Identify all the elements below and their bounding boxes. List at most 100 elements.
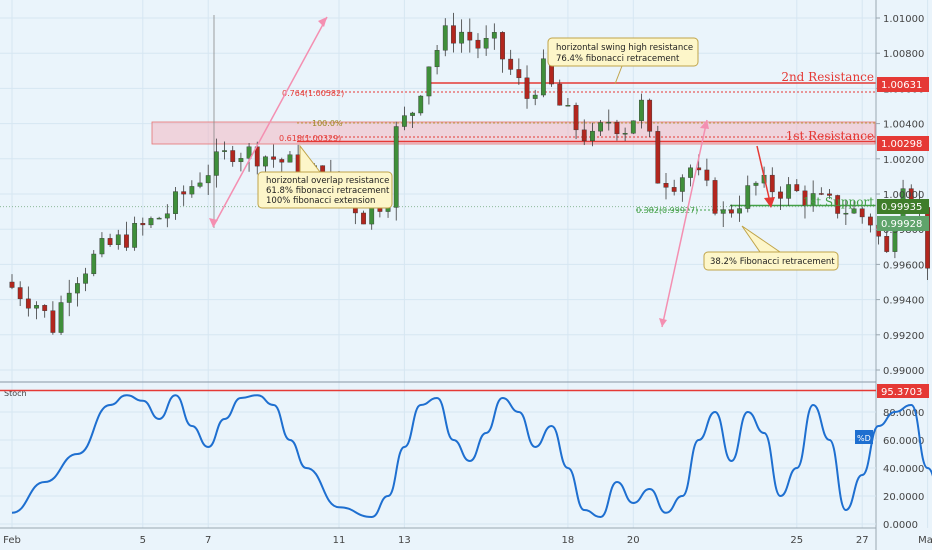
price-tick-label: 1.01000 [883, 14, 924, 25]
candle-down [107, 238, 113, 245]
stoch-tick-label: 0.0000 [883, 520, 918, 531]
candle-up [843, 212, 849, 215]
annotation-swing-high-line2: 76.4% fibonacci retracement [556, 54, 680, 64]
candle-up [222, 150, 227, 152]
stoch-axis-ticks: 80.0000 60.0000 40.0000 20.0000 0.0000 [0, 408, 924, 531]
fib-label-618: 0.618(1.00329) [279, 134, 341, 143]
stoch-level-tag-bg [877, 384, 929, 398]
candle-up [639, 99, 644, 121]
candle-down [671, 187, 677, 192]
price-tag-2nd-resistance-bg [877, 77, 929, 92]
annotation-overlap-line2: 61.8% fibonacci retracement [266, 186, 390, 196]
annotation-overlap-box [257, 171, 393, 209]
annotation-swing-high: horizontal swing high resistance 76.4% f… [547, 37, 699, 85]
price-tag-1st-support-text: 0.99935 [881, 202, 922, 213]
candle-up [263, 156, 268, 167]
candle-up [148, 218, 154, 226]
candle-down [573, 105, 579, 131]
candle-down [614, 121, 620, 135]
candle-down [279, 159, 285, 163]
candle-down [9, 281, 15, 288]
candle-up [565, 105, 571, 107]
annotation-fib382: 38.2% Fibonacci retracement [703, 225, 839, 271]
candle-up [393, 126, 399, 208]
candle-down [42, 305, 48, 311]
candle-up [91, 253, 97, 275]
candle-up [737, 208, 742, 214]
time-tick-label: 20 [627, 535, 640, 546]
candle-down [729, 209, 734, 214]
level-label-1st-support: 1st Support [802, 195, 874, 209]
candle-down [50, 310, 56, 333]
candle-down [451, 25, 456, 44]
candle-down [516, 69, 522, 79]
price-tag-current-text: 0.99928 [881, 219, 922, 230]
candle-down [467, 31, 473, 41]
candle-up [688, 167, 693, 178]
fib-swing-arrowhead-right-bottom [659, 318, 667, 327]
candle-up [598, 122, 604, 132]
candle-down [655, 131, 661, 184]
stoch-current-badge-text: %D [857, 434, 871, 443]
stoch-tick-label: 40.0000 [883, 464, 924, 475]
candle-up [173, 191, 178, 214]
candle-up [156, 217, 162, 220]
candle-down [508, 58, 514, 70]
candle-up [810, 193, 816, 206]
candle-up [205, 175, 211, 184]
price-tag-2nd-resistance-text: 1.00631 [881, 80, 922, 91]
candle-down [647, 99, 653, 132]
candle-up [66, 292, 72, 303]
candle-down [663, 183, 669, 188]
price-tick-label: 1.00000 [883, 190, 924, 201]
fib-swing-arrowhead-left-bottom [209, 218, 218, 227]
annotation-overlap: horizontal overlap resistance 61.8% fibo… [257, 144, 393, 209]
price-tag-current-bg [877, 216, 929, 231]
candle-up [34, 305, 39, 309]
level-label-2nd-resistance: 2nd Resistance [781, 70, 874, 84]
candle-up [540, 58, 546, 96]
candle-down [867, 216, 873, 226]
candle-up [83, 273, 88, 284]
candle-up [753, 182, 759, 186]
candle-up [246, 146, 252, 159]
fib-label-100: 100.0% [312, 119, 343, 128]
resistance-zone [151, 121, 876, 145]
annotation-swing-high-line1: horizontal swing high resistance [556, 43, 693, 53]
candle-down [25, 298, 31, 309]
annotation-fib382-text: 38.2% Fibonacci retracement [710, 257, 835, 267]
price-tag-2nd-resistance: 1.00631 [877, 77, 929, 92]
candle-up [720, 209, 726, 214]
annotation-fib382-box [703, 251, 839, 271]
annotation-overlap-line1: horizontal overlap resistance [266, 176, 389, 186]
time-axis-ticks: Feb57111318202527Mar57 [3, 535, 932, 546]
candle-up [238, 158, 244, 162]
candle-down [230, 150, 236, 162]
candle-down [827, 193, 832, 196]
candle-up [402, 115, 407, 127]
candle-down [557, 83, 563, 106]
candle-up [851, 208, 857, 214]
price-tag-current: 0.99928 [877, 216, 929, 231]
stoch-current-badge: %D [855, 430, 873, 444]
price-tag-1st-resistance-text: 1.00298 [881, 139, 922, 150]
fib-swing-line-left [212, 16, 328, 228]
stoch-line [11, 394, 932, 519]
candle-down [181, 191, 187, 195]
candle-up [459, 31, 465, 44]
projection-arrow-head [764, 197, 775, 208]
candle-up [287, 154, 293, 163]
price-tag-1st-resistance: 1.00298 [877, 136, 929, 151]
time-tick-label: 5 [140, 535, 146, 546]
candle-down [140, 223, 146, 226]
price-tag-1st-support: 0.99935 [877, 199, 929, 214]
price-tick-label: 0.99200 [883, 331, 924, 342]
time-tick-label: Feb [3, 535, 21, 546]
stoch-level-tag-text: 95.3703 [881, 387, 922, 398]
candle-up [434, 50, 440, 68]
candle-up [418, 95, 424, 114]
stoch-level-tag: 95.3703 [877, 384, 929, 398]
fib-swing-arrowhead-left-top [318, 17, 327, 27]
price-tick-label: 0.99600 [883, 260, 924, 271]
candle-down [835, 195, 841, 214]
